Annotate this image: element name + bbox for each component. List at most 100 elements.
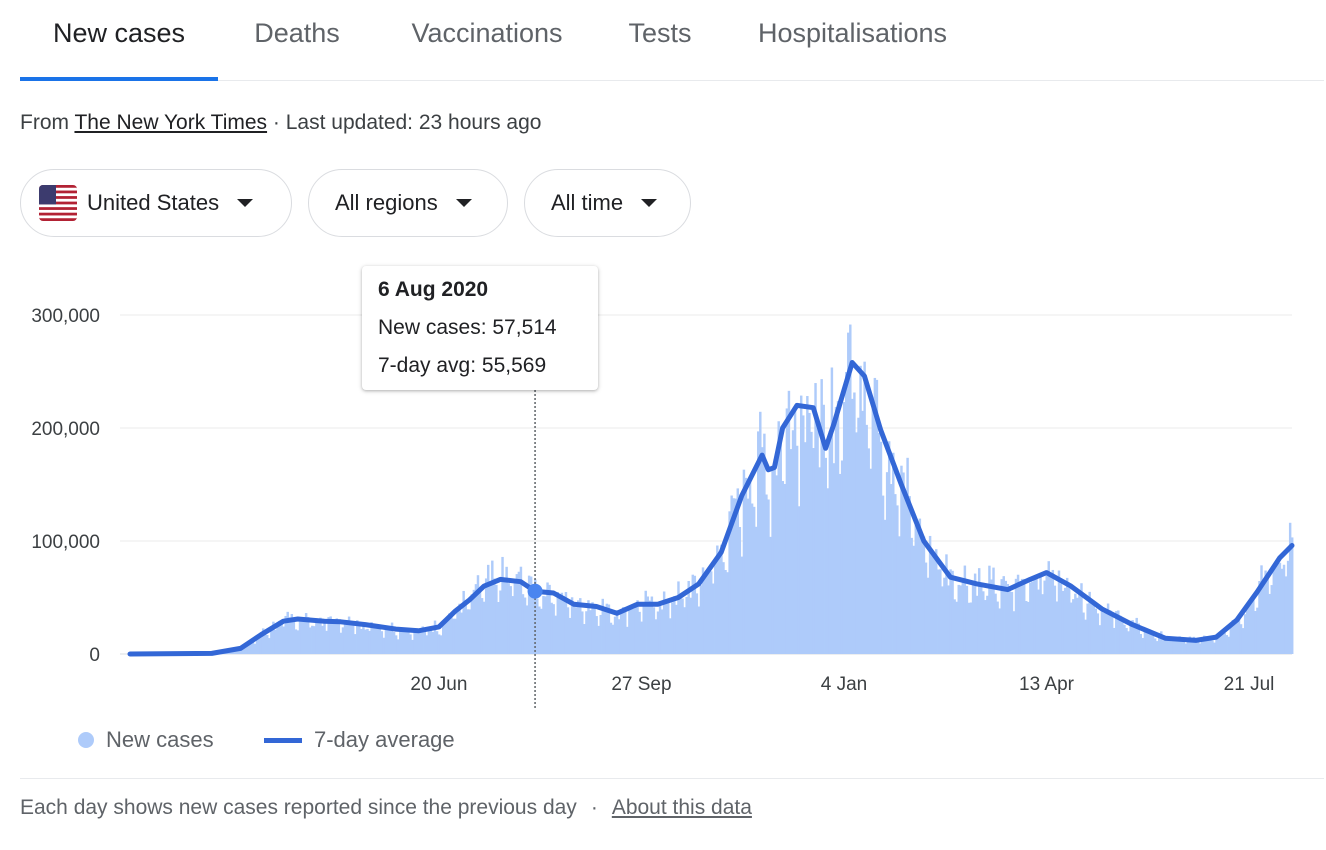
- daily-cases-bar: [883, 519, 887, 654]
- daily-cases-bar: [1248, 601, 1251, 654]
- daily-cases-bar: [482, 601, 486, 654]
- daily-cases-bar: [898, 536, 901, 654]
- daily-cases-bar: [1241, 628, 1245, 654]
- daily-cases-bar: [288, 617, 291, 654]
- daily-cases-bar: [853, 392, 856, 654]
- daily-cases-bar: [351, 624, 355, 654]
- daily-cases-bar: [1145, 629, 1149, 654]
- daily-cases-bar: [446, 617, 449, 654]
- daily-cases-bar: [1029, 582, 1032, 654]
- daily-cases-bar: [1245, 607, 1249, 654]
- source-publisher-link[interactable]: The New York Times: [74, 111, 268, 134]
- daily-cases-bar: [992, 567, 995, 654]
- daily-cases-bar: [630, 605, 633, 654]
- tab-vaccinations[interactable]: Vaccinations: [411, 18, 563, 48]
- daily-cases-bar: [282, 626, 285, 654]
- daily-cases-bar: [777, 421, 780, 654]
- daily-cases-bar: [930, 555, 934, 654]
- daily-cases-bar: [912, 545, 915, 654]
- x-tick-label: 21 Jul: [1224, 674, 1275, 695]
- x-tick-label: 20 Jun: [410, 674, 467, 695]
- daily-cases-bar: [1260, 565, 1263, 654]
- daily-cases-bar: [671, 602, 674, 654]
- daily-cases-bar: [977, 568, 981, 654]
- daily-cases-bar: [331, 621, 334, 654]
- daily-cases-bar: [386, 627, 390, 654]
- daily-cases-bar: [869, 468, 872, 654]
- daily-cases-bar: [920, 533, 924, 654]
- daily-cases-bar: [605, 603, 609, 654]
- daily-cases-bar: [249, 640, 253, 654]
- daily-cases-bar: [963, 565, 967, 654]
- time-range-dropdown[interactable]: All time: [524, 169, 691, 237]
- daily-cases-bar: [998, 608, 1001, 654]
- tab-new-cases[interactable]: New cases: [20, 18, 218, 81]
- daily-cases-bar: [378, 628, 382, 654]
- daily-cases-bar: [603, 609, 607, 654]
- daily-cases-bar: [259, 635, 263, 654]
- daily-cases-bar: [509, 586, 512, 654]
- daily-cases-bar: [761, 447, 764, 654]
- footer-separator: ·: [590, 796, 598, 819]
- tab-deaths[interactable]: Deaths: [254, 18, 340, 48]
- daily-cases-bar: [302, 620, 306, 654]
- region-dropdown[interactable]: All regions: [308, 169, 508, 237]
- daily-cases-bar: [1110, 614, 1114, 654]
- daily-cases-bar: [349, 621, 353, 654]
- daily-cases-bar: [253, 643, 257, 654]
- daily-cases-bar: [1235, 621, 1239, 654]
- daily-cases-bar: [615, 610, 619, 654]
- daily-cases-bar: [427, 630, 431, 654]
- daily-cases-bar: [842, 402, 846, 654]
- daily-cases-bar: [384, 628, 388, 654]
- daily-cases-bar: [421, 626, 424, 654]
- daily-cases-bar: [241, 647, 244, 654]
- daily-cases-bar: [319, 617, 322, 654]
- daily-cases-bar: [994, 593, 997, 654]
- daily-cases-bar: [791, 430, 795, 654]
- daily-cases-bar: [577, 600, 580, 654]
- daily-cases-bar: [466, 609, 469, 654]
- daily-cases-bar: [593, 606, 596, 654]
- tab-hospitalisations[interactable]: Hospitalisations: [757, 18, 948, 48]
- daily-cases-bar: [679, 593, 682, 654]
- daily-cases-bar: [1108, 610, 1112, 654]
- daily-cases-bar: [1196, 641, 1200, 654]
- daily-cases-bar: [982, 591, 985, 654]
- daily-cases-bar: [433, 620, 437, 654]
- daily-cases-bar: [1211, 640, 1214, 654]
- daily-cases-bar: [691, 574, 695, 654]
- daily-cases-bar: [1004, 580, 1008, 654]
- daily-cases-bar: [738, 526, 742, 654]
- country-dropdown[interactable]: United States: [20, 169, 292, 237]
- region-label: All regions: [335, 190, 438, 215]
- hover-point: [527, 583, 543, 599]
- daily-cases-bar: [1018, 581, 1022, 654]
- daily-cases-bar: [660, 609, 664, 654]
- daily-cases-bar: [274, 629, 277, 654]
- daily-cases-bar: [1258, 580, 1261, 654]
- daily-cases-bar: [793, 409, 797, 654]
- daily-cases-bar: [276, 624, 279, 654]
- tab-tests[interactable]: Tests: [628, 18, 692, 48]
- daily-cases-bar: [619, 612, 623, 654]
- daily-cases-bar: [1178, 636, 1181, 654]
- daily-cases-bar: [703, 573, 707, 654]
- daily-cases-bar: [1070, 602, 1073, 654]
- daily-cases-bar: [441, 625, 445, 654]
- daily-cases-bar: [1086, 603, 1089, 654]
- daily-cases-bar: [325, 630, 328, 654]
- daily-cases-bar: [1227, 636, 1231, 654]
- new-cases-chart[interactable]: 0 100,000 200,000 300,000 20 Jun 27 Sep 4 Jan 1…: [0, 250, 1326, 720]
- daily-cases-bar: [1225, 635, 1228, 654]
- daily-cases-bar: [726, 572, 729, 654]
- daily-cases-bar: [313, 626, 316, 654]
- daily-cases-bar: [1176, 639, 1179, 654]
- daily-cases-bar: [947, 585, 950, 654]
- about-data-link[interactable]: About this data: [611, 796, 752, 819]
- daily-cases-bar: [840, 460, 844, 654]
- daily-cases-bar: [315, 618, 318, 654]
- daily-cases-bar: [752, 506, 756, 654]
- daily-cases-bar: [740, 556, 744, 654]
- daily-cases-bar: [1190, 638, 1194, 654]
